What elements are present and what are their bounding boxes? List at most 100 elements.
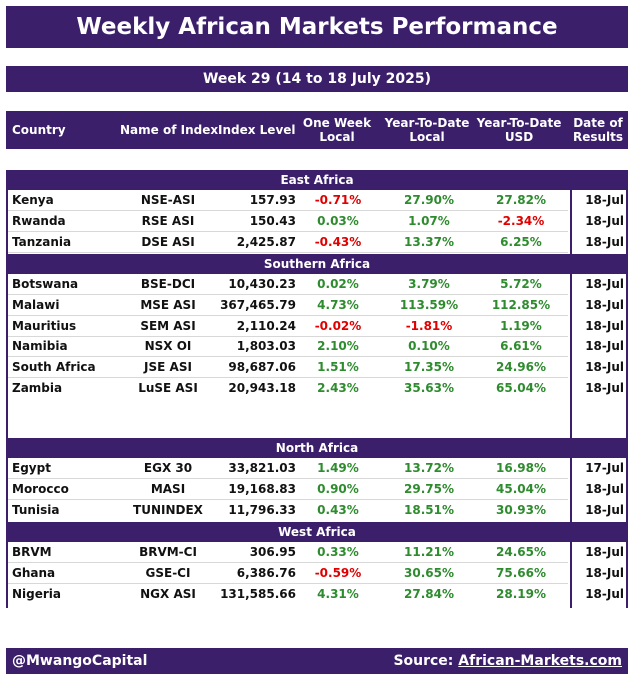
cell-country: Rwanda [12, 213, 66, 228]
cell-index: NSE-ASI [140, 193, 196, 207]
cell-ytd-usd: 1.19% [500, 318, 542, 333]
header-one-week-line1: One Week [302, 116, 372, 130]
cell-index: NSX OI [144, 339, 192, 354]
header-country: Country [12, 123, 66, 137]
cell-index: TUNINDEX [133, 502, 203, 517]
cell-week: 4.31% [317, 586, 359, 601]
cell-date: 17-Jul [585, 461, 624, 475]
header-ytd-usd-line2: USD [504, 130, 534, 144]
cell-index: MASI [150, 481, 186, 496]
row-separator [8, 498, 568, 500]
cell-ytd-usd: 6.61% [500, 339, 542, 354]
cell-week: -0.59% [314, 565, 362, 580]
header-ytd-usd: Year-To-Date USD [474, 111, 564, 149]
cell-index: BSE-DCI [140, 277, 196, 291]
cell-country: Tanzania [12, 234, 72, 249]
cell-index: EGX 30 [143, 461, 193, 475]
cell-week: -0.43% [314, 234, 362, 249]
cell-week: 0.90% [317, 481, 359, 496]
cell-country: Namibia [12, 339, 68, 354]
cell-ytd-usd: 5.72% [500, 277, 542, 291]
cell-date: 18-Jul [585, 381, 624, 395]
cell-week: 1.49% [317, 461, 359, 475]
cell-index: BRVM-CI [139, 545, 197, 559]
cell-level: 11,796.33 [228, 502, 296, 517]
header-ytd-local-line2: Local [409, 130, 445, 144]
row-separator [8, 251, 568, 253]
region-header: West Africa [8, 522, 626, 542]
header-date-line1: Date of [573, 116, 623, 130]
cell-week: -0.02% [314, 318, 362, 333]
cell-date: 18-Jul [585, 297, 624, 312]
table-row: Nigeria NGX ASI 131,585.66 4.31% 27.84% 28.19… [8, 584, 626, 604]
cell-week: 0.43% [317, 502, 359, 517]
cell-level: 6,386.76 [236, 565, 296, 580]
cell-date: 18-Jul [585, 360, 624, 375]
cell-ytd-local: 11.21% [404, 545, 454, 559]
cell-country: Mauritius [12, 318, 77, 333]
cell-level: 98,687.06 [228, 360, 296, 375]
cell-week: -0.71% [314, 193, 362, 207]
cell-country: Malawi [12, 297, 60, 312]
cell-ytd-usd: 75.66% [496, 565, 546, 580]
header-one-week: One Week Local [302, 111, 372, 149]
cell-ytd-local: 113.59% [399, 297, 459, 312]
cell-date: 18-Jul [585, 502, 624, 517]
cell-week: 4.73% [317, 297, 359, 312]
cell-ytd-local: 3.79% [408, 277, 450, 291]
table-row: BRVM BRVM-CI 306.95 0.33% 11.21% 24.65% 18-Jul [8, 542, 626, 562]
table-row: Morocco MASI 19,168.83 0.90% 29.75% 45.04% 18-… [8, 479, 626, 499]
source-link[interactable]: African-Markets.com [458, 653, 622, 669]
cell-level: 2,425.87 [236, 234, 296, 249]
cell-level: 2,110.24 [236, 318, 296, 333]
cell-date: 18-Jul [585, 339, 624, 354]
table-row: Botswana BSE-DCI 10,430.23 0.02% 3.79% 5.72% 1… [8, 274, 626, 294]
cell-country: BRVM [12, 545, 52, 559]
cell-level: 131,585.66 [220, 586, 296, 601]
table-row: Malawi MSE ASI 367,465.79 4.73% 113.59% 112.8… [8, 295, 626, 315]
row-separator [8, 335, 568, 337]
cell-level: 157.93 [249, 193, 296, 207]
cell-index: GSE-CI [145, 565, 191, 580]
cell-date: 18-Jul [585, 193, 624, 207]
header-ytd-local: Year-To-Date Local [382, 111, 472, 149]
header-date-line2: Results [572, 130, 624, 144]
cell-country: Kenya [12, 193, 54, 207]
source-credit: Source: African-Markets.com [393, 648, 622, 674]
cell-level: 306.95 [249, 545, 296, 559]
header-date: Date of Results [570, 111, 626, 149]
cell-ytd-local: 13.37% [404, 234, 454, 249]
cell-week: 0.02% [317, 277, 359, 291]
cell-country: Nigeria [12, 586, 62, 601]
cell-country: Egypt [12, 461, 51, 475]
cell-date: 18-Jul [585, 234, 624, 249]
table-row: Tunisia TUNINDEX 11,796.33 0.43% 18.51% 30.93… [8, 500, 626, 520]
row-separator [8, 210, 568, 211]
cell-level: 19,168.83 [228, 481, 296, 496]
table-row: Zambia LuSE ASI 20,943.18 2.43% 35.63% 65.04%… [8, 378, 626, 398]
cell-country: Zambia [12, 381, 63, 395]
cell-ytd-local: 27.90% [404, 193, 454, 207]
row-separator [8, 356, 568, 358]
cell-ytd-local: 17.35% [404, 360, 454, 375]
cell-date: 18-Jul [585, 277, 624, 291]
cell-index: NGX ASI [140, 586, 196, 601]
cell-week: 0.03% [317, 213, 359, 228]
header-ytd-usd-line1: Year-To-Date [476, 116, 562, 130]
cell-level: 33,821.03 [228, 461, 296, 475]
cell-ytd-local: 30.65% [404, 565, 454, 580]
cell-date: 18-Jul [585, 545, 624, 559]
source-label: Source: [393, 653, 459, 669]
table-row: Mauritius SEM ASI 2,110.24 -0.02% -1.81% 1.19… [8, 316, 626, 336]
header-ytd-local-line1: Year-To-Date [384, 116, 470, 130]
row-separator [8, 562, 568, 563]
table-row: Kenya NSE-ASI 157.93 -0.71% 27.90% 27.82% 18-J… [8, 190, 626, 210]
row-separator [8, 314, 568, 316]
cell-ytd-usd: 24.65% [496, 545, 546, 559]
cell-country: Ghana [12, 565, 56, 580]
cell-ytd-local: 0.10% [408, 339, 450, 354]
region-header: Southern Africa [8, 254, 626, 274]
cell-date: 18-Jul [585, 586, 624, 601]
cell-week: 2.43% [317, 381, 359, 395]
row-separator [8, 294, 568, 295]
